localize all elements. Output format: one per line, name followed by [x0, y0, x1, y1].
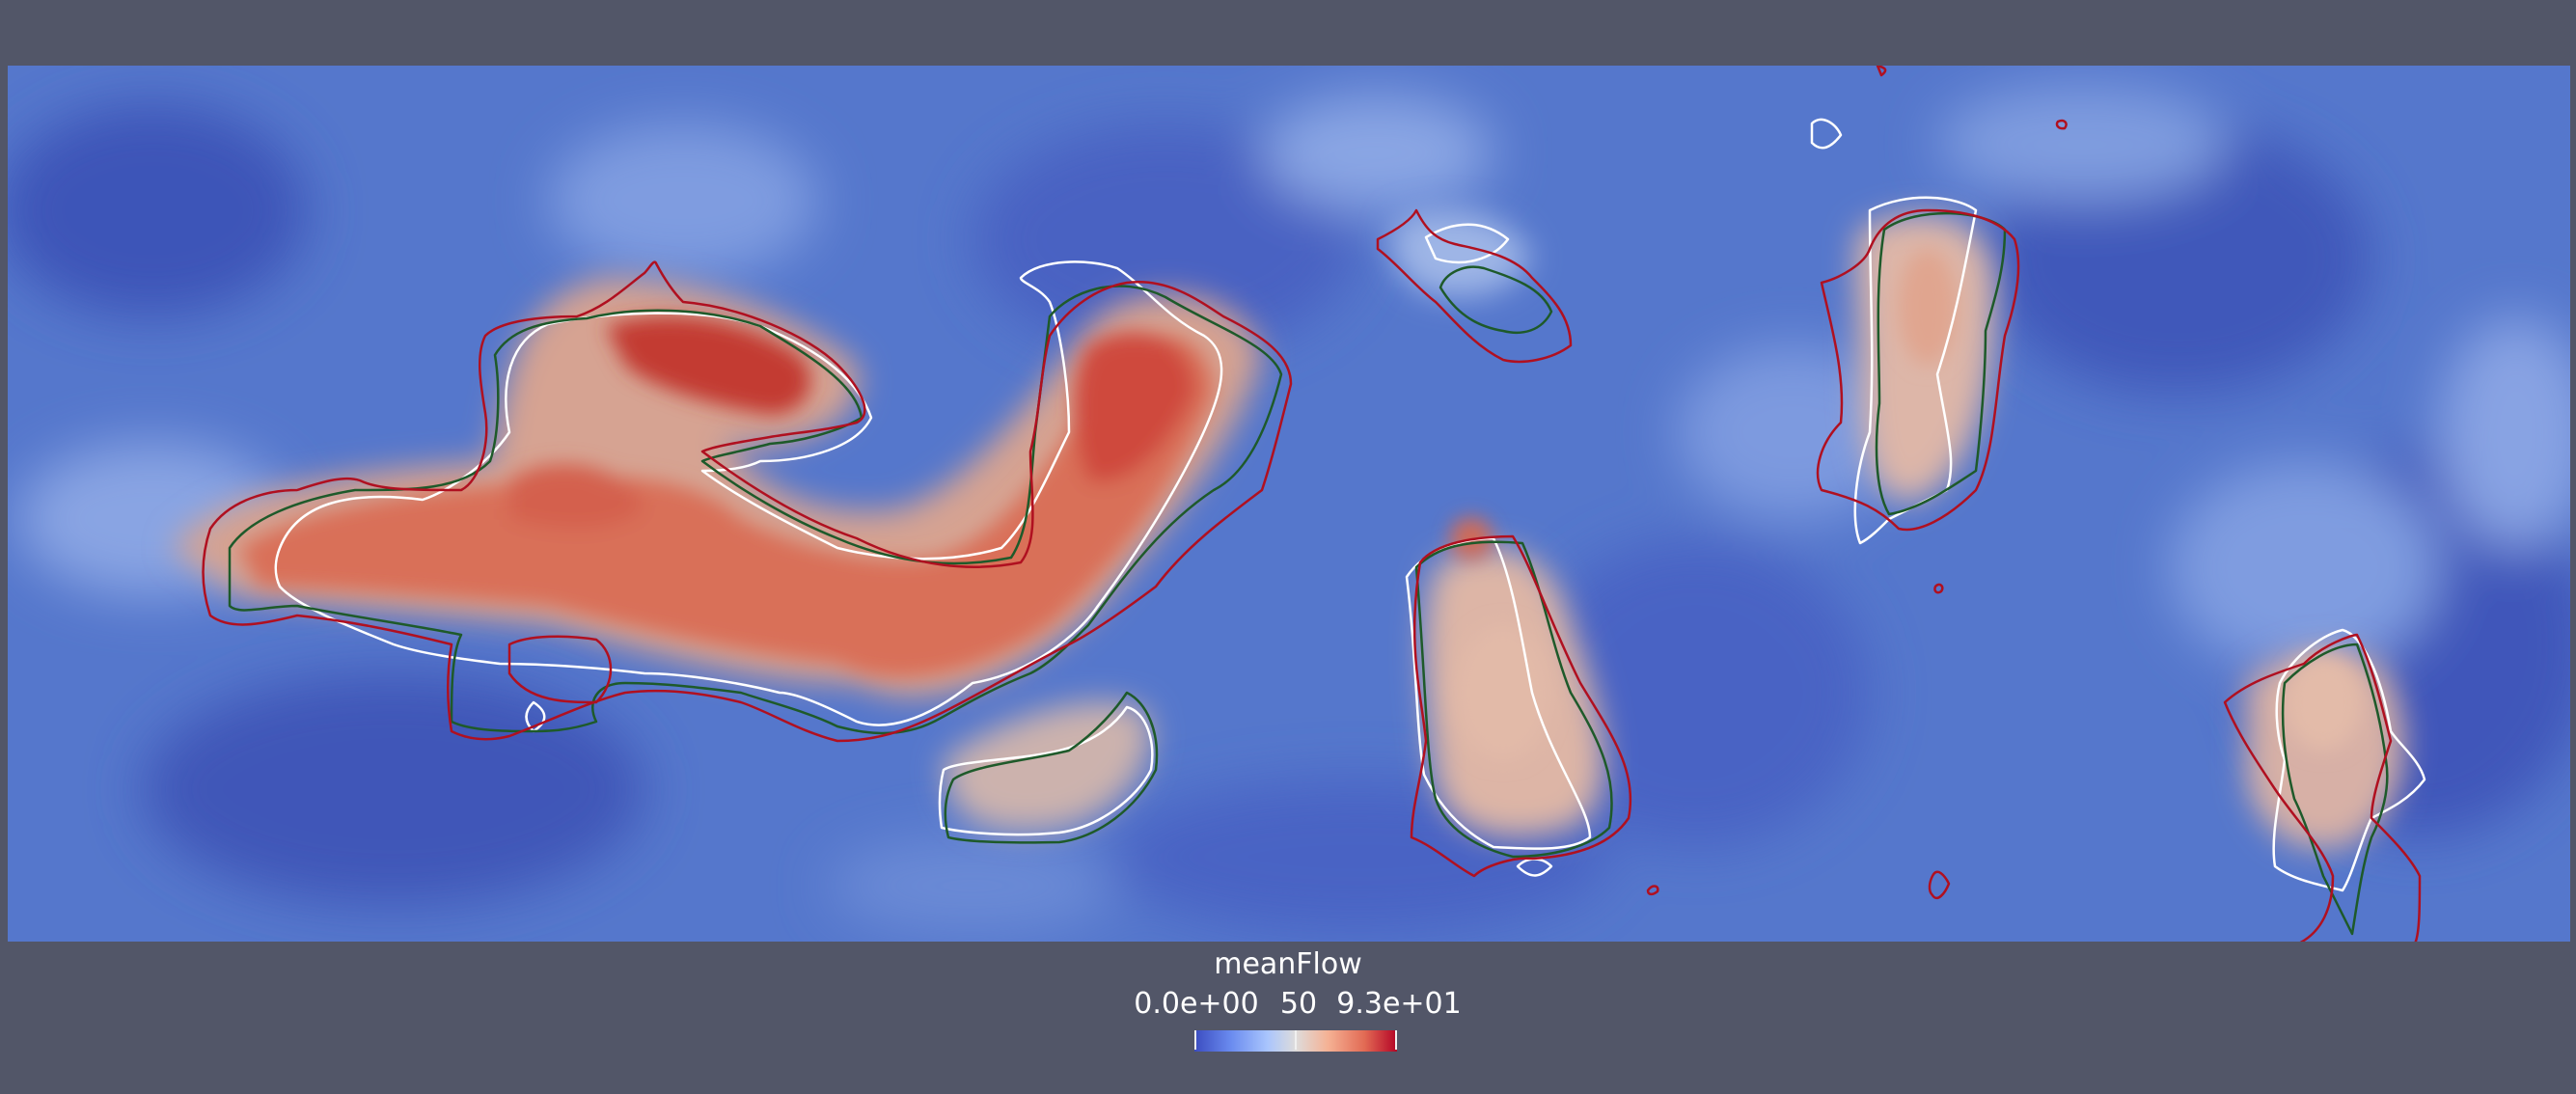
contour-red	[202, 66, 2422, 942]
flow-field-render-view[interactable]	[8, 66, 2570, 942]
colorbar-tick-min-mark	[1194, 1030, 1196, 1050]
contour-green	[228, 211, 2389, 936]
colorbar-legend: meanFlow 0.0e+00 50 9.3e+01	[1110, 945, 1466, 1090]
colorbar-tick-max-mark	[1395, 1030, 1397, 1050]
colorbar-tick-mid-label: 50	[1279, 987, 1318, 1021]
field-peak-regions	[239, 249, 2362, 760]
colorbar-tick-min-label: 0.0e+00	[1134, 987, 1259, 1021]
colorbar-tick-max-label: 9.3e+01	[1336, 987, 1462, 1021]
colorbar-tick-mid-mark	[1295, 1030, 1297, 1050]
colorbar-title: meanFlow	[1214, 947, 1362, 981]
